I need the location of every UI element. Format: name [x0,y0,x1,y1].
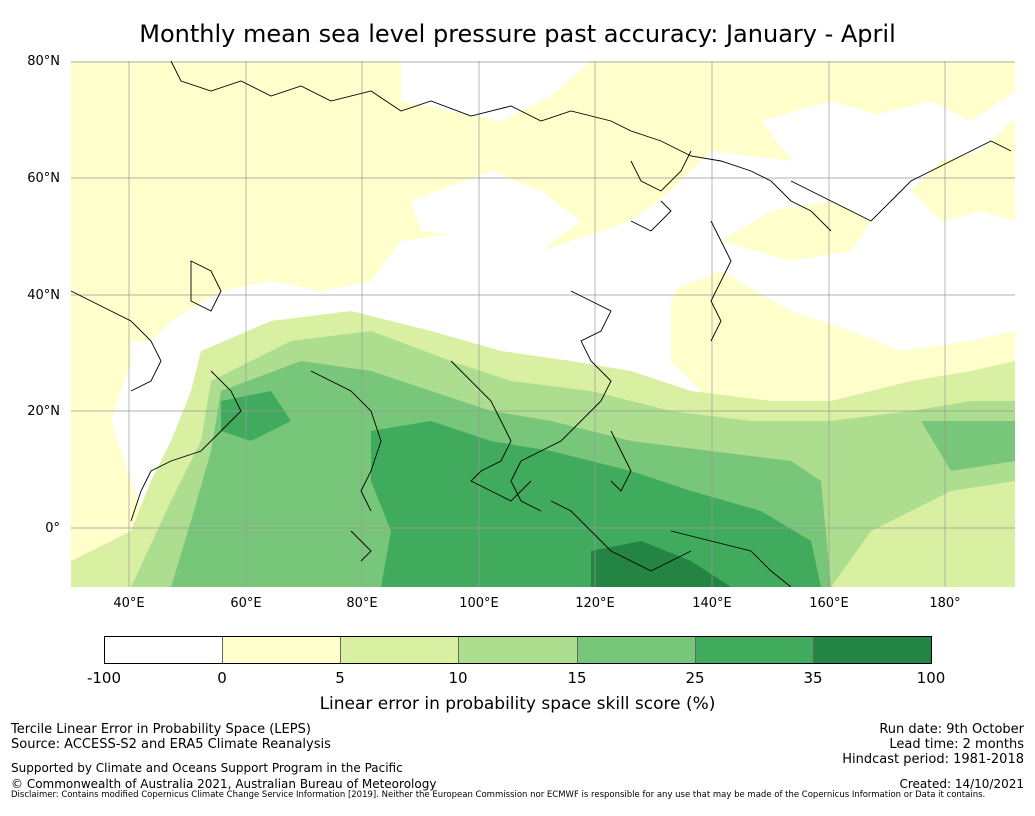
colorbar-segment-neg100-0 [105,637,224,663]
footer-lead-time: Lead time: 2 months [889,737,1024,752]
colorbar-segment-25-35 [695,637,814,663]
colorbar-tick: 10 [448,669,468,687]
coast-arctic [170,61,832,232]
footer-source: Source: ACCESS-S2 and ERA5 Climate Reana… [11,737,331,752]
footer-run-date: Run date: 9th October [879,722,1024,737]
colorbar-tick: 100 [916,669,946,687]
lon-label-180: 180° [929,596,961,611]
colorbar [104,636,932,664]
coastlines [71,61,1012,587]
lat-label-80n: 80°N [27,54,60,69]
colorbar-label: Linear error in probability space skill … [319,694,716,714]
colorbar-tick: -100 [86,669,122,687]
coast-indonesia [550,500,692,572]
lon-label-140e: 140°E [692,596,732,611]
coast-sakhalin-japan [710,220,732,342]
coast-kamchatka [630,200,672,232]
colorbar-tick: 5 [335,669,345,687]
colorbar-segment-35-100 [813,637,931,663]
region-dark-green [591,541,731,587]
coast-bay-of-bengal [450,360,532,502]
lat-label-0: 0° [45,521,60,536]
colorbar-tick: 0 [217,669,227,687]
colorbar-segment-0-5 [223,637,342,663]
coast-new-guinea [670,530,792,587]
map-title: Monthly mean sea level pressure past acc… [139,20,896,48]
footer-support: Supported by Climate and Oceans Support … [11,761,403,775]
coast-sri-lanka [350,530,372,562]
region-medium-green [221,391,821,587]
colorbar-tick: 15 [567,669,587,687]
gridlines [71,61,1015,587]
map-canvas [71,61,1015,587]
coast-india [310,370,382,512]
colorbar-tick: 35 [803,669,823,687]
colorbar-tick: 25 [685,669,705,687]
skill-score-map [71,61,1015,587]
lat-label-20n: 20°N [27,404,60,419]
coast-philippines [610,430,632,492]
lat-label-60n: 60°N [27,171,60,186]
footer-created: Created: 14/10/2021 [899,777,1024,791]
lon-label-160e: 160°E [809,596,849,611]
lon-label-80e: 80°E [346,596,378,611]
footer-method: Tercile Linear Error in Probability Spac… [11,722,311,737]
footer-hindcast-period: Hindcast period: 1981-2018 [842,752,1024,767]
coast-arabia [130,370,242,522]
lon-label-120e: 120°E [575,596,615,611]
colorbar-segment-10-15 [459,637,578,663]
coast-china [510,290,612,512]
colorbar-segment-15-25 [577,637,696,663]
coast-chukotka [790,140,1012,222]
coast-mediterranean [71,290,162,392]
coast-okhotsk [630,150,692,192]
footer-disclaimer: Disclaimer: Contains modified Copernicus… [11,790,986,800]
lat-label-40n: 40°N [27,288,60,303]
lon-label-60e: 60°E [230,596,262,611]
colorbar-segment-5-10 [341,637,460,663]
lon-label-100e: 100°E [459,596,499,611]
lon-label-40e: 40°E [113,596,145,611]
coast-caspian [190,260,222,312]
footer-copyright: © Commonwealth of Australia 2021, Austra… [11,777,437,791]
